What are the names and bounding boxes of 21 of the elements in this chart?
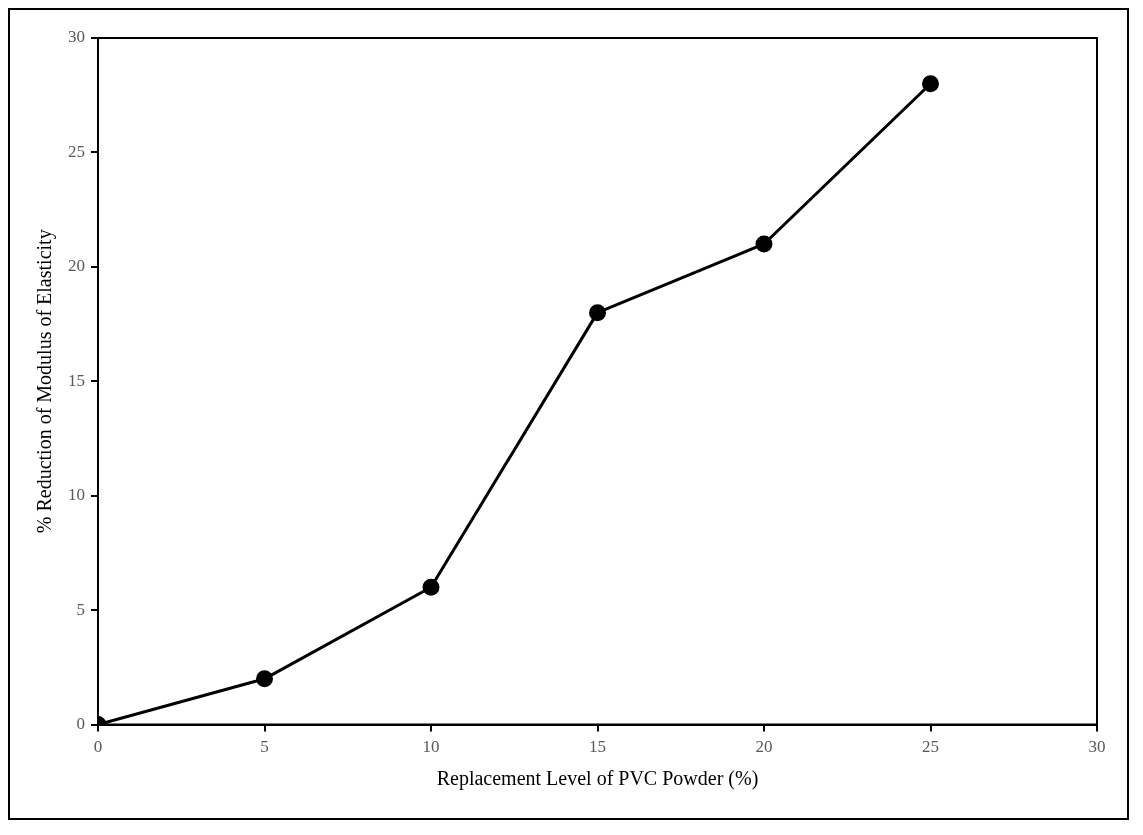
y-tick-label: 15 bbox=[68, 370, 85, 390]
x-tick-label: 25 bbox=[922, 737, 939, 757]
x-tick-label: 30 bbox=[1088, 737, 1106, 757]
x-axis-title: Replacement Level of PVC Powder (%) bbox=[436, 767, 759, 791]
x-tick-label: 0 bbox=[93, 737, 103, 757]
y-tick-label: 25 bbox=[68, 141, 85, 161]
y-tick-label: 10 bbox=[68, 485, 85, 505]
y-tick-label: 20 bbox=[68, 256, 85, 276]
y-axis-title: % Reduction of Modulus of Elasticity bbox=[33, 229, 57, 534]
point bbox=[422, 578, 440, 596]
x-tick-label: 20 bbox=[755, 737, 773, 757]
x-tick-label: 10 bbox=[422, 737, 440, 757]
point bbox=[922, 75, 939, 93]
point bbox=[589, 304, 606, 322]
point bbox=[256, 670, 273, 688]
x-tick-label: 5 bbox=[260, 737, 269, 757]
point bbox=[755, 235, 773, 253]
y-tick-label: 30 bbox=[68, 27, 85, 47]
y-tick-label: 5 bbox=[76, 599, 85, 619]
x-tick-label: 15 bbox=[589, 737, 606, 757]
y-tick-label: 0 bbox=[76, 714, 85, 734]
